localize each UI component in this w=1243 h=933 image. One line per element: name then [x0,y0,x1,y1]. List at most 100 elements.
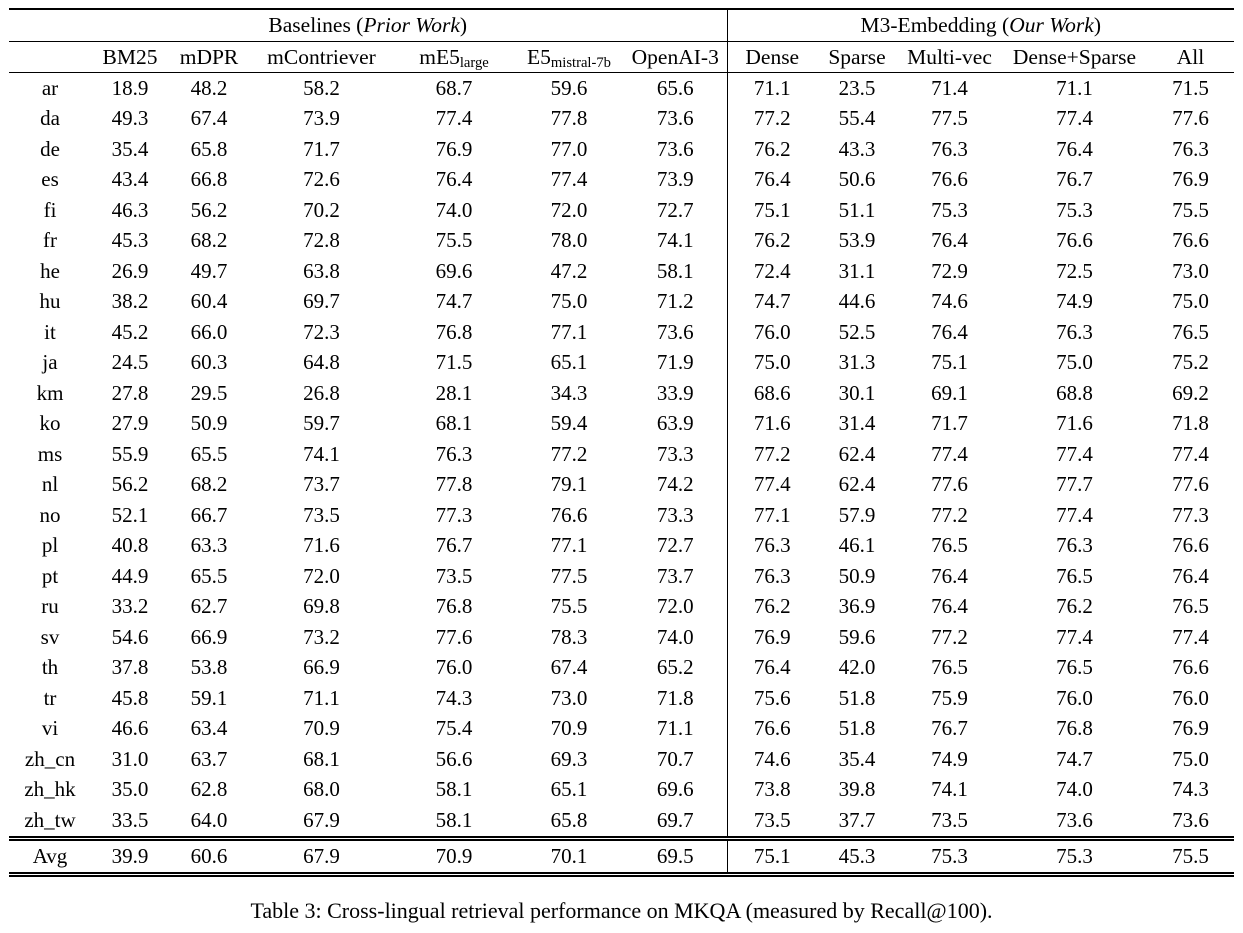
cell-da-bm25: 49.3 [111,106,149,131]
cell-zh_cn-e5-mistral-7b: 69.3 [550,746,588,771]
row-label-zh_hk: zh_hk [24,777,76,802]
cell-he-mcontriever: 63.8 [303,258,340,283]
row-label-it: it [44,319,56,344]
table-row-it: it 45.2 66.0 72.3 76.8 77.1 73.6 76.0 52.5 76.4 76… [9,317,1234,348]
cell-zh_cn-dense: 74.6 [726,744,817,775]
cell-avg-all: 75.5 [1147,835,1235,874]
col-header-mdpr: mDPR [169,41,249,73]
cell-ms-e5-mistral-7b: 77.2 [550,441,588,466]
row-label-th: th [41,655,59,680]
cell-zh_cn-openai-3: 70.7 [656,746,694,771]
cell-th-sparse: 42.0 [838,655,876,680]
cell-ru-mcontriever: 69.8 [303,594,340,619]
cell-th-dense: 76.4 [726,652,817,683]
cell-sv-multi-vec: 77.2 [931,624,968,649]
cell-ja-all: 75.2 [1172,350,1209,375]
cell-th-openai-3: 65.2 [656,655,694,680]
cell-ko-multi-vec: 71.7 [931,411,968,436]
cell-vi-me5-large: 75.4 [435,716,473,741]
cell-pl-dense-sparse: 76.3 [1056,533,1093,558]
row-label-es: es [41,167,59,192]
cell-zh_hk-mcontriever: 68.0 [303,777,340,802]
cell-pl-mcontriever: 71.6 [303,533,340,558]
cell-no-all: 77.3 [1172,502,1209,527]
cell-pt-me5-large: 73.5 [435,563,473,588]
cell-zh_hk-me5-large: 58.1 [435,777,473,802]
cell-ru-me5-large: 76.8 [435,594,473,619]
cell-vi-mcontriever: 70.9 [303,716,340,741]
cell-de-dense: 76.2 [726,134,817,165]
cell-de-e5-mistral-7b: 77.0 [550,136,588,161]
cell-es-mdpr: 66.8 [190,167,228,192]
table-row-th: th 37.8 53.8 66.9 76.0 67.4 65.2 76.4 42.0 76.5 76… [9,652,1234,683]
col-header-multi-vec: Multi-vec [897,41,1002,73]
cell-ar-openai-3: 65.6 [656,75,694,100]
row-label-pt: pt [41,563,59,588]
cell-ko-all: 71.8 [1172,411,1209,436]
cell-fr-sparse: 53.9 [838,228,876,253]
cell-fi-mcontriever: 70.2 [303,197,340,222]
cell-de-dense-sparse: 76.4 [1056,136,1093,161]
cell-ko-e5-mistral-7b: 59.4 [550,411,588,436]
col-header-sparse: Sparse [817,41,897,73]
cell-da-dense-sparse: 77.4 [1056,106,1093,131]
cell-ja-me5-large: 71.5 [435,350,473,375]
cell-hu-bm25: 38.2 [111,289,149,314]
cell-he-mdpr: 49.7 [190,258,228,283]
cell-avg-mcontriever: 67.9 [249,835,394,874]
cell-ms-me5-large: 76.3 [435,441,473,466]
cell-sv-dense: 76.9 [726,622,817,653]
cell-es-mcontriever: 72.6 [303,167,340,192]
cell-zh_tw-sparse: 37.7 [838,807,876,832]
cell-vi-mdpr: 63.4 [190,716,228,741]
cell-zh_hk-dense-sparse: 74.0 [1056,777,1093,802]
cell-ja-sparse: 31.3 [838,350,876,375]
col-header-language [9,41,91,73]
cell-he-openai-3: 58.1 [656,258,694,283]
cell-no-sparse: 57.9 [838,502,876,527]
cell-da-me5-large: 77.4 [435,106,473,131]
cell-avg-dense: 75.1 [726,835,817,874]
row-label-nl: nl [41,472,59,497]
cell-km-mcontriever: 26.8 [303,380,340,405]
cell-tr-openai-3: 71.8 [656,685,694,710]
cell-hu-dense: 74.7 [726,286,817,317]
cell-sv-dense-sparse: 77.4 [1056,624,1093,649]
cell-de-multi-vec: 76.3 [931,136,968,161]
cell-zh_cn-dense-sparse: 74.7 [1056,746,1093,771]
table-row-es: es 43.4 66.8 72.6 76.4 77.4 73.9 76.4 50.6 76.6 76… [9,164,1234,195]
cell-pt-dense-sparse: 76.5 [1056,563,1093,588]
cell-de-me5-large: 76.9 [435,136,473,161]
group-header-row: Baselines (Prior Work) M3-Embedding (Our… [9,9,1235,42]
cell-no-e5-mistral-7b: 76.6 [550,502,588,527]
table-row-pt: pt 44.9 65.5 72.0 73.5 77.5 73.7 76.3 50.9 76.4 76… [9,561,1234,592]
table-row-hu: hu 38.2 60.4 69.7 74.7 75.0 71.2 74.7 44.6 74.6 74… [9,286,1234,317]
cell-no-me5-large: 77.3 [435,502,473,527]
cell-vi-multi-vec: 76.7 [931,716,968,741]
cell-fi-me5-large: 74.0 [435,197,473,222]
cell-da-e5-mistral-7b: 77.8 [550,106,588,131]
cell-ar-all: 71.5 [1172,75,1209,100]
table-row-zh_tw: zh_tw 33.5 64.0 67.9 58.1 65.8 69.7 73.5 37.7 73.… [9,805,1234,838]
cell-es-me5-large: 76.4 [435,167,473,192]
col-header-dense: Dense [726,41,817,73]
cell-zh_tw-multi-vec: 73.5 [931,807,968,832]
table-row-ja: ja 24.5 60.3 64.8 71.5 65.1 71.9 75.0 31.3 75.1 75… [9,347,1234,378]
cell-ko-openai-3: 63.9 [656,411,694,436]
cell-vi-openai-3: 71.1 [656,716,694,741]
cell-ja-dense-sparse: 75.0 [1056,350,1093,375]
cell-km-dense: 68.6 [726,378,817,409]
cell-tr-e5-mistral-7b: 73.0 [550,685,588,710]
cell-fi-e5-mistral-7b: 72.0 [550,197,588,222]
cell-ms-mdpr: 65.5 [190,441,228,466]
cell-ar-dense-sparse: 71.1 [1056,75,1093,100]
cell-it-dense-sparse: 76.3 [1056,319,1093,344]
table-caption: Table 3: Cross-lingual retrieval perform… [250,897,993,923]
cell-zh_cn-me5-large: 56.6 [435,746,473,771]
cell-de-sparse: 43.3 [838,136,876,161]
cell-ms-dense: 77.2 [726,439,817,470]
cell-ko-me5-large: 68.1 [435,411,473,436]
cell-ar-sparse: 23.5 [838,75,876,100]
cell-tr-bm25: 45.8 [111,685,149,710]
row-label-tr: tr [43,685,57,710]
